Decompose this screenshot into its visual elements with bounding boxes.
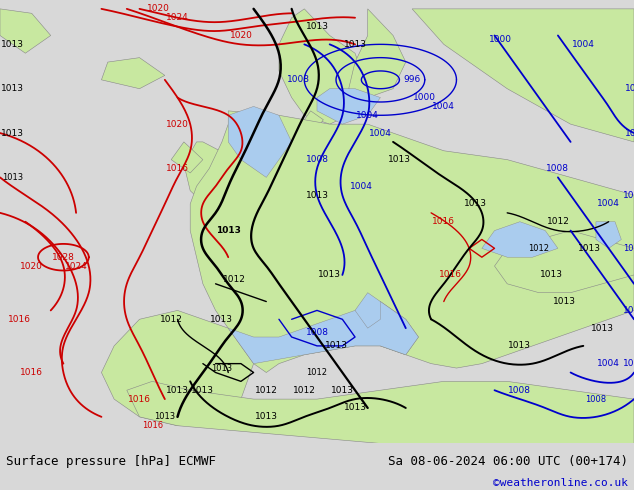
- Text: 100: 100: [625, 84, 634, 93]
- Text: 1013: 1013: [325, 342, 347, 350]
- Text: 1008: 1008: [623, 244, 634, 253]
- Text: 1013: 1013: [306, 22, 328, 31]
- Text: 1020: 1020: [147, 4, 170, 13]
- Polygon shape: [190, 111, 634, 372]
- Text: 1013: 1013: [255, 413, 278, 421]
- Text: 1013: 1013: [344, 403, 366, 413]
- Text: 1012: 1012: [160, 315, 183, 324]
- Text: 1013: 1013: [464, 199, 487, 208]
- Text: 1016: 1016: [439, 270, 462, 279]
- Text: 1016: 1016: [141, 421, 163, 430]
- Text: 1013: 1013: [508, 342, 531, 350]
- Text: 1013: 1013: [344, 40, 366, 49]
- Text: 1016: 1016: [8, 315, 30, 324]
- Text: 1013: 1013: [331, 386, 354, 395]
- Text: 1004: 1004: [572, 40, 595, 49]
- Text: 1004: 1004: [597, 359, 620, 368]
- Polygon shape: [101, 58, 165, 89]
- Text: 1012: 1012: [223, 275, 246, 284]
- Text: 1013: 1013: [191, 386, 214, 395]
- Text: 1000: 1000: [489, 35, 512, 45]
- Polygon shape: [304, 111, 323, 128]
- Text: 1004: 1004: [356, 111, 379, 120]
- Text: 1013: 1013: [1, 40, 24, 49]
- Text: 1013: 1013: [210, 315, 233, 324]
- Text: 1013: 1013: [166, 386, 189, 395]
- Text: 1012: 1012: [293, 386, 316, 395]
- Polygon shape: [171, 142, 203, 173]
- Polygon shape: [184, 142, 241, 208]
- Text: 1004: 1004: [597, 199, 620, 208]
- Polygon shape: [317, 89, 380, 124]
- Text: 1008: 1008: [287, 75, 309, 84]
- Text: 1013: 1013: [306, 191, 328, 199]
- Text: 1008: 1008: [585, 394, 607, 404]
- Polygon shape: [495, 231, 634, 293]
- Text: 1013: 1013: [211, 364, 233, 372]
- Polygon shape: [596, 221, 621, 248]
- Text: 1013: 1013: [388, 155, 411, 164]
- Polygon shape: [355, 293, 380, 328]
- Text: 1013: 1013: [2, 173, 23, 182]
- Text: 1016: 1016: [166, 164, 189, 173]
- Text: 1020: 1020: [20, 262, 43, 270]
- Text: 100: 100: [625, 128, 634, 138]
- Text: 1024: 1024: [65, 262, 87, 270]
- Polygon shape: [482, 221, 558, 257]
- Text: 1013: 1013: [553, 297, 576, 306]
- Text: 1004: 1004: [432, 102, 455, 111]
- Text: 1003: 1003: [623, 359, 634, 368]
- Text: 1016: 1016: [432, 217, 455, 226]
- Polygon shape: [0, 9, 51, 53]
- Polygon shape: [349, 9, 406, 98]
- Text: 1008: 1008: [508, 386, 531, 395]
- Text: 1004: 1004: [623, 306, 634, 315]
- Polygon shape: [127, 381, 634, 443]
- Text: 1004: 1004: [369, 128, 392, 138]
- Text: 1024: 1024: [166, 13, 189, 22]
- Text: 1016: 1016: [128, 394, 151, 404]
- Text: Sa 08-06-2024 06:00 UTC (00+174): Sa 08-06-2024 06:00 UTC (00+174): [387, 455, 628, 467]
- Text: 1012: 1012: [528, 244, 550, 253]
- Text: Surface pressure [hPa] ECMWF: Surface pressure [hPa] ECMWF: [6, 455, 216, 467]
- Text: 996: 996: [403, 75, 421, 84]
- Text: 1012: 1012: [255, 386, 278, 395]
- Text: 1013: 1013: [216, 226, 241, 235]
- Text: 1008: 1008: [623, 191, 634, 199]
- Text: 1013: 1013: [154, 413, 176, 421]
- Text: 1013: 1013: [578, 244, 601, 253]
- Text: 1008: 1008: [306, 155, 328, 164]
- Text: 1013: 1013: [591, 324, 614, 333]
- Text: 1013: 1013: [1, 128, 24, 138]
- Polygon shape: [101, 311, 254, 426]
- Text: 1020: 1020: [230, 31, 252, 40]
- Polygon shape: [228, 301, 418, 364]
- Text: ©weatheronline.co.uk: ©weatheronline.co.uk: [493, 478, 628, 488]
- Text: 1020: 1020: [166, 120, 189, 129]
- Text: 1013: 1013: [1, 84, 24, 93]
- Polygon shape: [228, 106, 292, 177]
- Text: 1012: 1012: [306, 368, 328, 377]
- Text: 1013: 1013: [540, 270, 563, 279]
- Text: 1013: 1013: [318, 270, 341, 279]
- Text: 1004: 1004: [350, 182, 373, 191]
- Text: 1000: 1000: [413, 93, 436, 102]
- Polygon shape: [279, 9, 368, 124]
- Text: 1012: 1012: [547, 217, 569, 226]
- Text: 1008: 1008: [306, 328, 328, 337]
- Text: 1028: 1028: [52, 253, 75, 262]
- Text: 1016: 1016: [20, 368, 43, 377]
- Text: 1008: 1008: [547, 164, 569, 173]
- Polygon shape: [412, 9, 634, 142]
- Polygon shape: [368, 301, 418, 355]
